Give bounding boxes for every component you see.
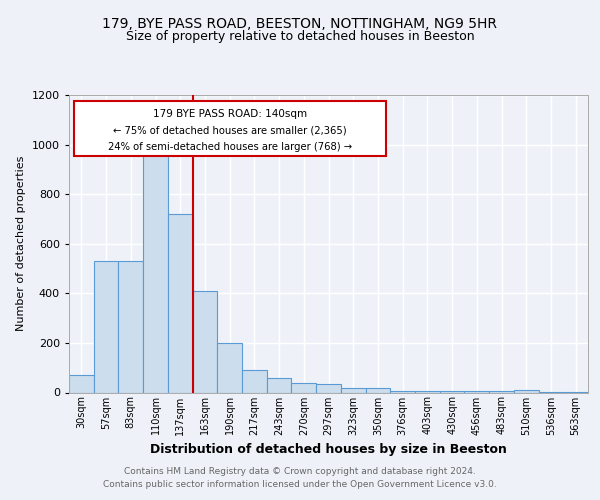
- Text: 24% of semi-detached houses are larger (768) →: 24% of semi-detached houses are larger (…: [108, 142, 352, 152]
- Text: Contains public sector information licensed under the Open Government Licence v3: Contains public sector information licen…: [103, 480, 497, 489]
- Bar: [94, 261, 118, 392]
- FancyBboxPatch shape: [74, 101, 386, 156]
- Bar: [118, 261, 143, 392]
- Text: Size of property relative to detached houses in Beeston: Size of property relative to detached ho…: [125, 30, 475, 43]
- Bar: [514, 390, 539, 392]
- Text: Contains HM Land Registry data © Crown copyright and database right 2024.: Contains HM Land Registry data © Crown c…: [124, 467, 476, 476]
- Bar: [267, 378, 292, 392]
- Y-axis label: Number of detached properties: Number of detached properties: [16, 156, 26, 332]
- Bar: [193, 291, 217, 392]
- Bar: [217, 343, 242, 392]
- Bar: [292, 382, 316, 392]
- Text: 179, BYE PASS ROAD, BEESTON, NOTTINGHAM, NG9 5HR: 179, BYE PASS ROAD, BEESTON, NOTTINGHAM,…: [103, 18, 497, 32]
- Bar: [69, 375, 94, 392]
- Text: ← 75% of detached houses are smaller (2,365): ← 75% of detached houses are smaller (2,…: [113, 126, 347, 136]
- Bar: [143, 144, 168, 392]
- X-axis label: Distribution of detached houses by size in Beeston: Distribution of detached houses by size …: [150, 443, 507, 456]
- Bar: [341, 388, 365, 392]
- Bar: [168, 214, 193, 392]
- Bar: [365, 388, 390, 392]
- Bar: [316, 384, 341, 392]
- Text: 179 BYE PASS ROAD: 140sqm: 179 BYE PASS ROAD: 140sqm: [153, 109, 307, 119]
- Bar: [242, 370, 267, 392]
